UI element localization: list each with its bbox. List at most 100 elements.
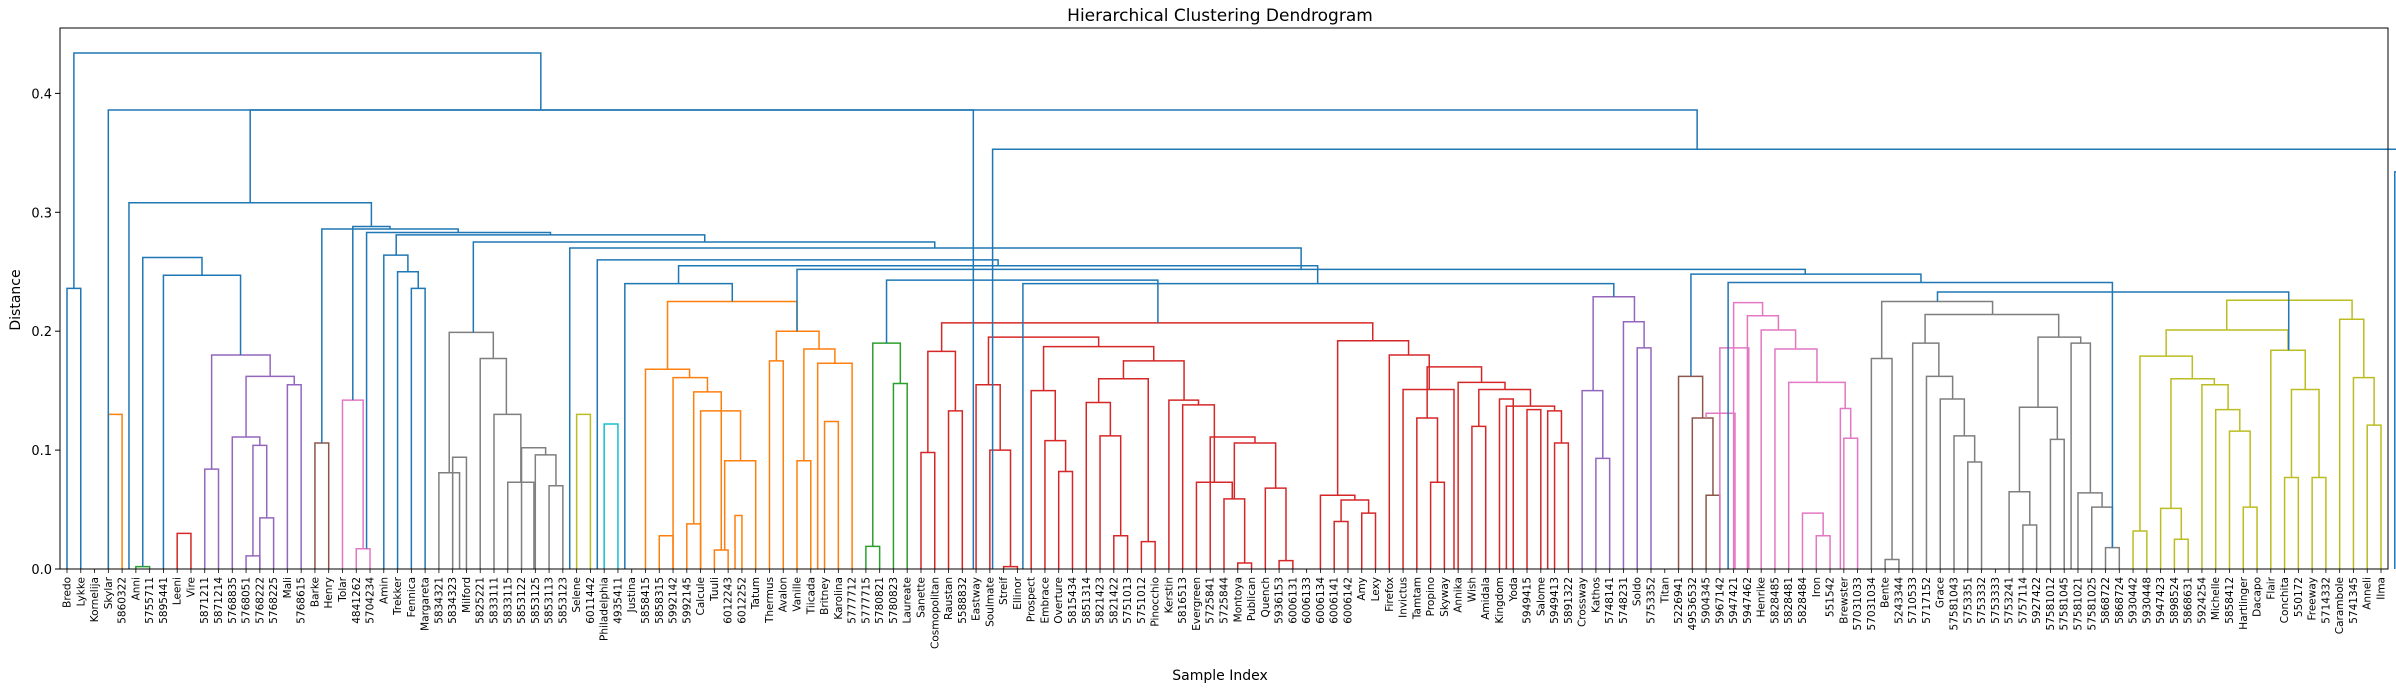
- dendrogram-links: [66, 52, 2396, 569]
- leaf-label: 4841262: [351, 577, 363, 624]
- leaf-label: 5936153: [1274, 577, 1286, 624]
- leaf-label: Amin: [378, 577, 390, 604]
- x-axis-label: Sample Index: [1172, 668, 1267, 684]
- leaf-label: 5898524: [2169, 577, 2181, 624]
- leaf-label: Leeni: [172, 577, 184, 605]
- leaf-label: 5853122: [516, 577, 528, 624]
- y-tick-label: 0.0: [31, 563, 52, 578]
- leaf-label: Anni: [130, 577, 142, 600]
- leaf-label: Mali: [282, 577, 294, 598]
- leaf-labels: Bredo Lykke Kornelija Skylar 5860322 Anni 5755…: [62, 569, 2388, 649]
- leaf-label: 5927422: [2031, 577, 2043, 624]
- leaf-label: 5858412: [2224, 577, 2236, 624]
- leaf-label: Pinocchio: [1150, 577, 1162, 627]
- leaf-label: Amidala: [1480, 577, 1492, 620]
- leaf-label: Tuuli: [709, 577, 721, 602]
- leaf-label: 5828484: [1797, 577, 1809, 624]
- leaf-label: Lexy: [1370, 577, 1382, 601]
- leaf-label: Eastway: [971, 577, 983, 621]
- leaf-label: 5858315: [654, 577, 666, 624]
- leaf-label: Kathos: [1590, 577, 1602, 613]
- leaf-label: 5710533: [1907, 577, 1919, 624]
- dendrogram-link: [73, 52, 542, 289]
- dendrogram-link: [1526, 408, 1542, 569]
- leaf-label: Sanette: [915, 577, 927, 618]
- leaf-label: Hartlinger: [2238, 576, 2250, 629]
- leaf-label: Kingdom: [1494, 577, 1506, 623]
- leaf-label: 5947423: [2155, 577, 2167, 624]
- leaf-label: 5748141: [1604, 577, 1616, 624]
- leaf-label: Bente: [1880, 577, 1892, 608]
- leaf-label: Publican: [1246, 577, 1258, 621]
- leaf-label: 57581012: [2045, 577, 2057, 630]
- leaf-label: 5768051: [241, 577, 253, 624]
- leaf-label: Invictus: [1398, 577, 1410, 618]
- leaf-label: 5768615: [296, 577, 308, 624]
- leaf-label: 5992142: [668, 577, 680, 624]
- leaf-label: Lykke: [75, 577, 87, 606]
- leaf-label: Yoda: [1508, 577, 1520, 603]
- leaf-label: 5753332: [1976, 577, 1988, 624]
- leaf-label: 5725841: [1205, 577, 1217, 624]
- leaf-label: Ellinor: [1012, 576, 1024, 609]
- leaf-label: 5780823: [888, 577, 900, 624]
- y-axis-label: Distance: [8, 269, 24, 330]
- leaf-label: 5895441: [158, 577, 170, 624]
- dendrogram-link: [603, 423, 619, 569]
- y-tick-label: 0.4: [31, 87, 52, 102]
- leaf-label: 5226941: [1673, 577, 1685, 624]
- leaf-label: Justina: [626, 577, 638, 613]
- dendrogram-link: [885, 279, 1159, 344]
- leaf-label: 6006134: [1315, 577, 1327, 624]
- dendrogram-link: [451, 456, 468, 569]
- leaf-label: 5992145: [681, 577, 693, 624]
- leaf-label: Flair: [2265, 576, 2277, 599]
- leaf-label: 5967142: [1714, 577, 1726, 624]
- dendrogram-link: [1705, 412, 1736, 569]
- leaf-label: Titan: [1659, 577, 1671, 604]
- leaf-label: 5904345: [1701, 577, 1713, 624]
- leaf-label: Calcule: [695, 577, 707, 616]
- dendrogram-link: [1426, 366, 1483, 418]
- leaf-label: Laureate: [902, 577, 914, 624]
- leaf-label: 5777712: [847, 577, 859, 624]
- leaf-label: Vire: [185, 577, 197, 597]
- leaf-label: 5751013: [1122, 577, 1134, 624]
- leaf-label: Milford: [461, 577, 473, 613]
- leaf-label: 5871211: [199, 577, 211, 624]
- leaf-label: 6006133: [1301, 577, 1313, 624]
- leaf-label: 5753241: [2004, 577, 2016, 624]
- leaf-label: 5753333: [1990, 577, 2002, 624]
- leaf-label: 5853113: [544, 577, 556, 624]
- leaf-label: 5924254: [2196, 577, 2208, 624]
- leaf-label: Annika: [1453, 577, 1465, 613]
- dendrogram-link: [520, 446, 547, 569]
- leaf-label: Amy: [1356, 577, 1368, 601]
- y-tick-label: 0.2: [31, 325, 52, 340]
- leaf-label: 5930442: [2128, 577, 2140, 624]
- leaf-label: 5714332: [2320, 577, 2332, 624]
- axis-ticks: 0.0 0.1 0.2 0.3 0.4: [31, 87, 60, 578]
- leaf-label: Wish: [1466, 577, 1478, 602]
- leaf-label: Propino: [1425, 577, 1437, 616]
- leaf-label: 5833115: [502, 577, 514, 624]
- leaf-label: 5768222: [254, 577, 266, 624]
- leaf-label: 5821423: [1095, 577, 1107, 624]
- leaf-label: Embrace: [1039, 577, 1051, 624]
- leaf-label: 5768225: [268, 577, 280, 624]
- leaf-label: 5834321: [433, 577, 445, 624]
- leaf-label: 5871214: [213, 577, 225, 624]
- leaf-label: Tatum: [750, 577, 762, 610]
- leaf-label: Michelle: [2210, 577, 2222, 620]
- leaf-label: Karolina: [833, 577, 845, 620]
- leaf-label: 5243344: [1893, 577, 1905, 624]
- dendrogram-link: [1209, 436, 1256, 569]
- leaf-label: Evergreen: [1191, 577, 1203, 631]
- leaf-label: 551542: [1825, 577, 1837, 617]
- leaf-label: Brewster: [1838, 576, 1850, 623]
- dendrogram-link: [1719, 347, 1750, 569]
- leaf-label: Britney: [819, 577, 831, 615]
